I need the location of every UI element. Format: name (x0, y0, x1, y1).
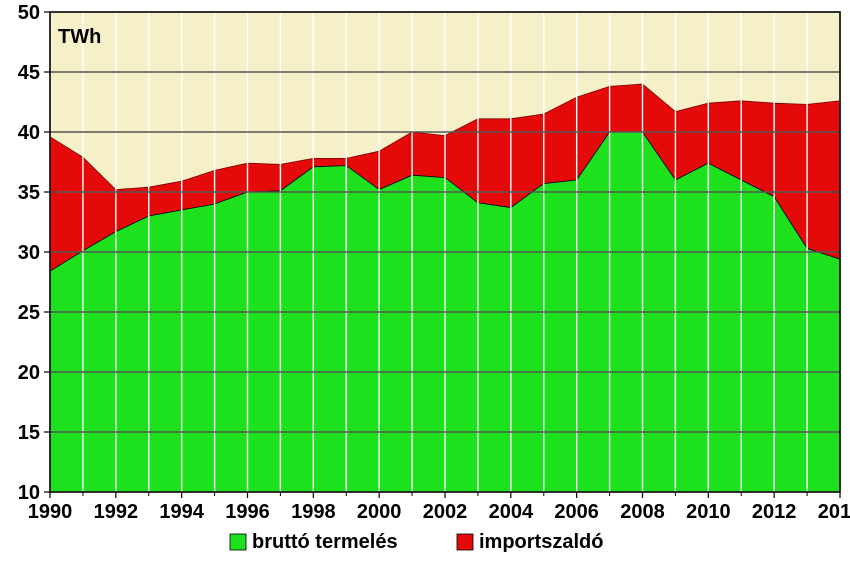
y-tick-label: 45 (18, 62, 40, 84)
x-tick-label: 2010 (686, 501, 731, 523)
legend-swatch (457, 534, 473, 550)
y-tick-label: 25 (18, 302, 40, 324)
x-tick-label: 1996 (225, 501, 270, 523)
x-tick-label: 2008 (620, 501, 665, 523)
x-tick-label: 1992 (94, 501, 139, 523)
y-tick-label: 50 (18, 2, 40, 24)
y-tick-label: 35 (18, 182, 40, 204)
x-tick-label: 2002 (423, 501, 468, 523)
stacked-area-chart: 101520253035404550TWh1990199219941996199… (0, 0, 850, 568)
legend: bruttó termelés importszaldó (230, 531, 603, 553)
x-tick-label: 1990 (28, 501, 73, 523)
y-tick-label: 40 (18, 122, 40, 144)
x-tick-label: 2004 (489, 501, 534, 523)
x-tick-label: 2012 (752, 501, 797, 523)
x-tick-label: 1994 (159, 501, 204, 523)
y-unit-label: TWh (58, 26, 101, 48)
legend-label: bruttó termelés (252, 531, 398, 553)
x-tick-label: 2000 (357, 501, 402, 523)
y-tick-label: 20 (18, 362, 40, 384)
x-tick-label: 1998 (291, 501, 336, 523)
y-tick-label: 15 (18, 422, 40, 444)
x-tick-label: 2006 (554, 501, 599, 523)
y-tick-label: 30 (18, 242, 40, 264)
x-tick-label: 2014 (818, 501, 850, 523)
legend-label: importszaldó (479, 531, 603, 553)
chart-svg: 101520253035404550TWh1990199219941996199… (0, 0, 850, 568)
legend-swatch (230, 534, 246, 550)
